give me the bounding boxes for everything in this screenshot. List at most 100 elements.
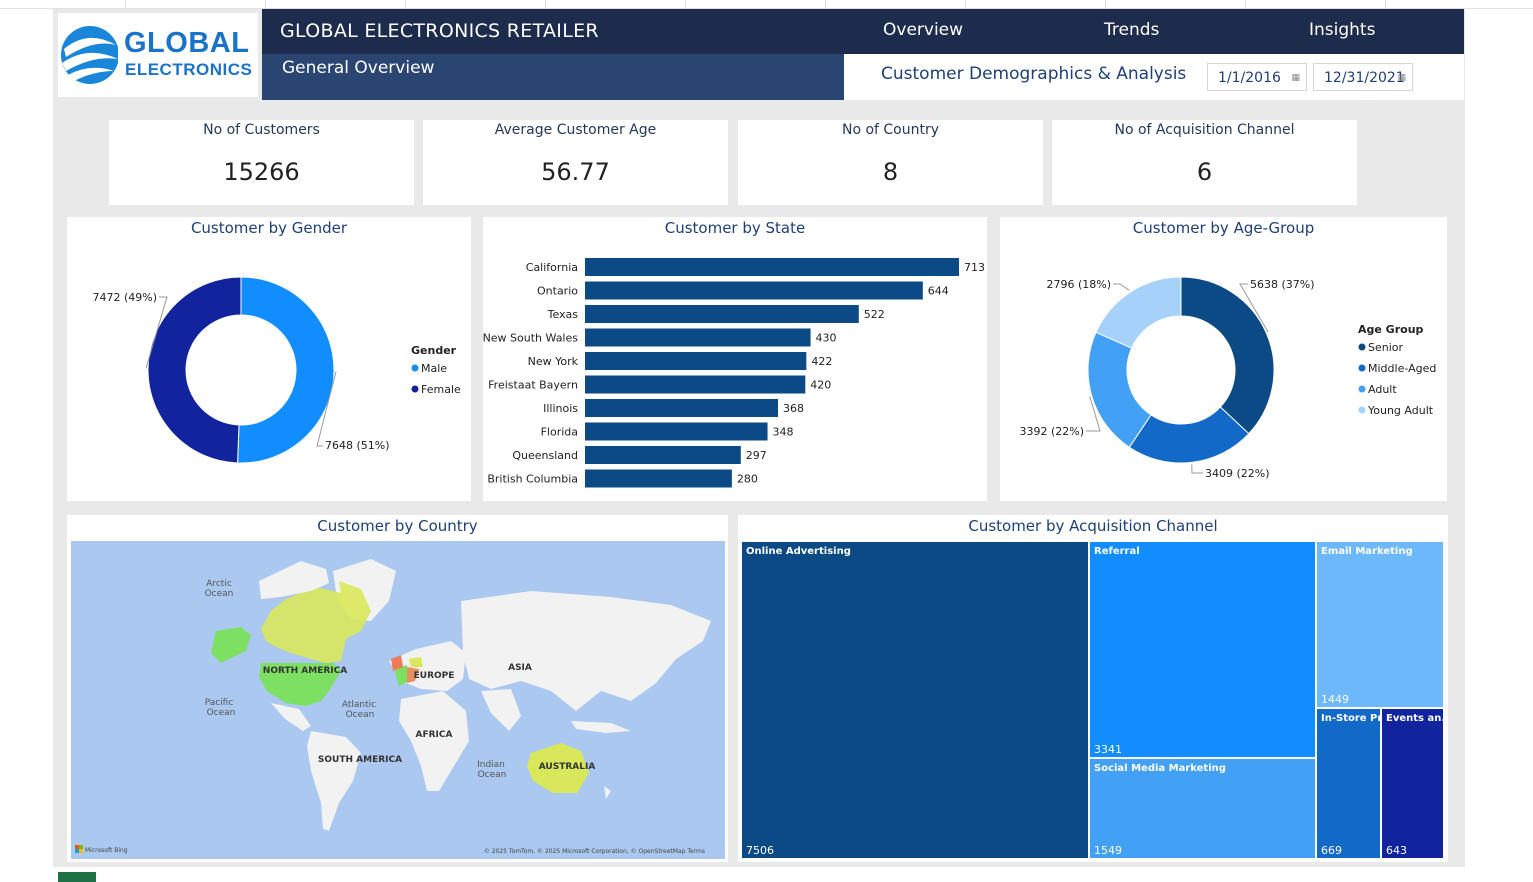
state-bar-chart[interactable]: California 713 Ontario 644 Texas 522 New South… bbox=[483, 217, 987, 501]
world-map[interactable]: Arctic Ocean Pacific Ocean Atlantic Ocea… bbox=[71, 541, 725, 859]
tile-label: Social Media Marketing bbox=[1094, 763, 1226, 774]
bar[interactable] bbox=[585, 469, 732, 488]
nav-overview[interactable]: Overview bbox=[883, 20, 964, 40]
donut-slice-senior[interactable] bbox=[1180, 276, 1275, 435]
data-label: 3409 (22%) bbox=[1205, 467, 1270, 480]
bar[interactable] bbox=[585, 422, 768, 441]
calendar-icon[interactable]: ▦ bbox=[1397, 73, 1406, 83]
header-bar bbox=[262, 9, 1464, 54]
data-label: 5638 (37%) bbox=[1250, 278, 1315, 291]
donut-slice-female[interactable] bbox=[147, 276, 242, 464]
nav-insights[interactable]: Insights bbox=[1309, 20, 1376, 40]
category-label: New South Wales bbox=[483, 332, 578, 345]
bar[interactable] bbox=[585, 399, 779, 417]
tile-value: 1449 bbox=[1321, 693, 1349, 706]
category-label: Ontario bbox=[537, 285, 578, 298]
sheet-tab-indicator[interactable] bbox=[58, 872, 96, 882]
map-label-arctic: Arctic bbox=[206, 579, 232, 589]
date-end-field[interactable]: 12/31/2021 ▦ bbox=[1313, 63, 1413, 91]
data-label: 368 bbox=[783, 402, 804, 415]
agegroup-donut-chart[interactable]: 5638 (37%) 3409 (22%) 3392 (22%) 2796 (18%)… bbox=[1000, 217, 1447, 501]
agegroup-chart-panel[interactable]: Customer by Age-Group 5638 (37%) 3409 (22… bbox=[1000, 217, 1447, 501]
tile-value: 643 bbox=[1386, 844, 1407, 857]
kpi-value: 8 bbox=[882, 158, 899, 186]
kpi-label: No of Customers bbox=[203, 122, 320, 138]
map-label-atlantic: Atlantic bbox=[342, 700, 376, 710]
bar[interactable] bbox=[585, 328, 811, 347]
kpi-card-average-age: Average Customer Age 56.77 bbox=[423, 120, 728, 205]
legend-marker[interactable] bbox=[1358, 406, 1366, 414]
category-label: Queensland bbox=[512, 449, 578, 462]
map-label-pacific: Pacific bbox=[205, 698, 234, 708]
kpi-value: 6 bbox=[1196, 158, 1213, 186]
bar[interactable] bbox=[585, 281, 923, 300]
data-label: 430 bbox=[816, 332, 837, 345]
legend-marker[interactable] bbox=[1358, 343, 1366, 351]
tile-label: Email Marketing bbox=[1321, 546, 1413, 557]
kpi-value: 56.77 bbox=[541, 158, 610, 186]
legend-marker[interactable] bbox=[1358, 364, 1366, 372]
bar[interactable] bbox=[585, 446, 741, 464]
category-label: Florida bbox=[541, 426, 578, 439]
treemap-tile[interactable]: Social Media Marketing 1549 bbox=[1089, 758, 1316, 859]
category-label: British Columbia bbox=[487, 473, 578, 486]
state-chart-panel[interactable]: Customer by State California 713 Ontario 64… bbox=[483, 217, 987, 501]
map-label-south-america: SOUTH AMERICA bbox=[318, 755, 402, 765]
data-label: 348 bbox=[773, 426, 794, 439]
bar[interactable] bbox=[585, 375, 806, 394]
leader-line bbox=[1239, 283, 1269, 333]
subheader-bar bbox=[262, 54, 844, 100]
category-label: Freistaat Bayern bbox=[488, 379, 578, 392]
kpi-label: No of Acquisition Channel bbox=[1114, 122, 1295, 138]
section-title: Customer Demographics & Analysis bbox=[881, 64, 1187, 84]
legend-marker[interactable] bbox=[411, 385, 419, 393]
donut-slice-male[interactable] bbox=[237, 276, 335, 464]
data-label: 422 bbox=[811, 355, 832, 368]
kpi-label: No of Country bbox=[841, 122, 940, 138]
tile-value: 669 bbox=[1321, 844, 1342, 857]
data-label: 2796 (18%) bbox=[1046, 278, 1111, 291]
logo-line2: ELECTRONICS bbox=[125, 60, 253, 79]
legend-label[interactable]: Female bbox=[421, 383, 461, 396]
treemap-tile[interactable]: In-Store Pr... 669 bbox=[1316, 708, 1381, 859]
legend-label[interactable]: Middle-Aged bbox=[1368, 362, 1436, 375]
legend-marker[interactable] bbox=[1358, 385, 1366, 393]
legend-label[interactable]: Adult bbox=[1368, 383, 1397, 396]
legend-label[interactable]: Senior bbox=[1368, 341, 1404, 354]
treemap-tile[interactable]: Online Advertising 7506 bbox=[741, 541, 1089, 859]
excel-top-strip bbox=[0, 0, 1533, 9]
map-canvas[interactable]: Arctic Ocean Pacific Ocean Atlantic Ocea… bbox=[71, 541, 725, 859]
data-label: 297 bbox=[746, 449, 767, 462]
calendar-icon[interactable]: ▦ bbox=[1291, 73, 1300, 83]
nav-trends[interactable]: Trends bbox=[1104, 20, 1160, 40]
gender-chart-panel[interactable]: Customer by Gender 7648 (51%) 7472 (49%) G… bbox=[67, 217, 471, 501]
donut-slice-young-adult[interactable] bbox=[1095, 276, 1182, 349]
map-label-australia: AUSTRALIA bbox=[539, 762, 596, 772]
treemap-tile[interactable]: Email Marketing 1449 bbox=[1316, 541, 1444, 708]
date-end-value: 12/31/2021 bbox=[1324, 70, 1405, 86]
kpi-value: 15266 bbox=[223, 158, 300, 186]
map-label-pacific-2: Ocean bbox=[207, 708, 236, 718]
data-label: 420 bbox=[810, 379, 831, 392]
legend-label[interactable]: Male bbox=[421, 362, 447, 375]
chart-title: Customer by Acquisition Channel bbox=[968, 517, 1218, 535]
map-label-atlantic-2: Ocean bbox=[346, 710, 375, 720]
leader-line bbox=[316, 371, 337, 447]
data-label: 7472 (49%) bbox=[92, 291, 157, 304]
gender-donut-chart[interactable]: 7648 (51%) 7472 (49%) Gender Male Female bbox=[67, 217, 471, 501]
category-label: Texas bbox=[547, 308, 579, 321]
treemap-tile[interactable]: Events an... 643 bbox=[1381, 708, 1444, 859]
legend-marker[interactable] bbox=[411, 364, 419, 372]
legend-title: Gender bbox=[411, 344, 457, 357]
bar[interactable] bbox=[585, 258, 959, 276]
bar[interactable] bbox=[585, 305, 859, 323]
map-attribution[interactable]: © 2025 TomTom, © 2025 Microsoft Corporat… bbox=[484, 848, 705, 855]
map-label-africa: AFRICA bbox=[416, 730, 453, 740]
map-label-arctic-2: Ocean bbox=[205, 589, 234, 599]
date-start-field[interactable]: 1/1/2016 ▦ bbox=[1207, 63, 1307, 91]
bar[interactable] bbox=[585, 352, 807, 370]
logo: GLOBAL ELECTRONICS bbox=[58, 13, 258, 97]
legend-label[interactable]: Young Adult bbox=[1367, 404, 1434, 417]
treemap-tile[interactable]: Referral 3341 bbox=[1089, 541, 1316, 758]
category-label: California bbox=[526, 261, 578, 274]
